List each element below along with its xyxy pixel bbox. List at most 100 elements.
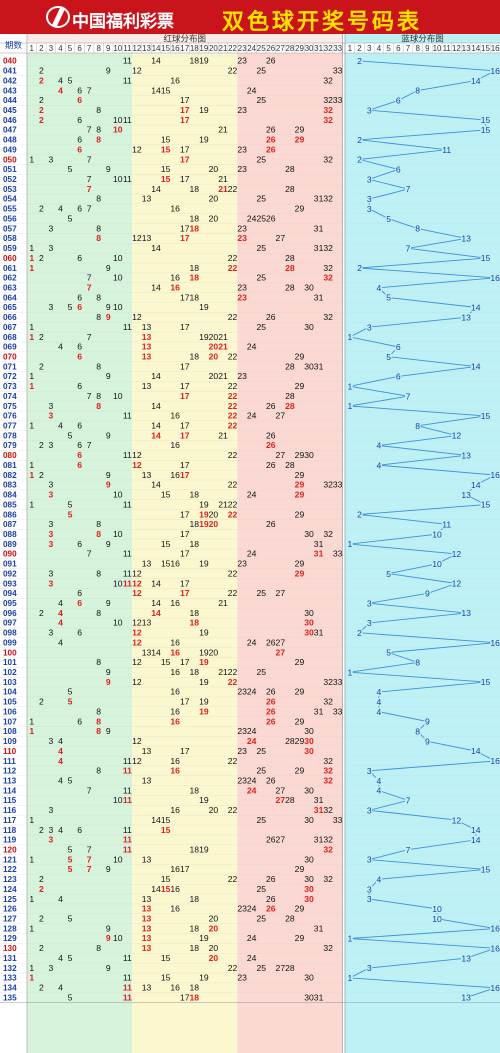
blue-ball-label-bg [375, 283, 382, 292]
header-bar: 中国福利彩票 双色球开奖号码表 [0, 0, 500, 35]
red-ball-number: 9 [106, 430, 111, 440]
red-ball-number: 14 [151, 85, 161, 95]
red-ball-number: 24 [247, 637, 257, 647]
red-ball-number: 12 [132, 756, 142, 766]
red-column-header: 1 [30, 44, 35, 53]
blue-ball-number: 15 [481, 677, 491, 687]
red-ball-number: 18 [190, 56, 200, 66]
red-ball-number: 6 [77, 440, 82, 450]
red-ball-number: 26 [266, 874, 276, 884]
red-ball-number: 10 [113, 174, 123, 184]
red-ball-number: 31 [314, 835, 324, 845]
red-ball-number: 17 [180, 381, 190, 391]
red-ball-number: 7 [87, 785, 92, 795]
red-ball-number: 12 [132, 677, 142, 687]
red-ball-number: 22 [228, 253, 238, 263]
red-ball-number: 13 [142, 618, 152, 628]
blue-ball-number: 5 [386, 293, 391, 303]
red-ball-number: 5 [68, 854, 73, 864]
red-ball-number: 10 [113, 529, 123, 539]
red-ball-number: 2 [39, 75, 44, 85]
red-ball-number: 17 [180, 588, 190, 598]
blue-ball-number: 4 [377, 460, 382, 470]
issue-number: 067 [3, 323, 17, 332]
red-ball-number: 13 [142, 894, 152, 904]
red-ball-number: 18 [190, 894, 200, 904]
red-ball-number: 13 [142, 470, 152, 480]
red-ball-number: 11 [123, 411, 132, 421]
blue-ball-number: 8 [415, 421, 420, 431]
blue-ball-label-bg [346, 332, 353, 342]
red-ball-number: 30 [304, 618, 314, 628]
red-ball-number: 18 [190, 923, 200, 933]
red-ball-number: 4 [58, 775, 63, 785]
red-ball-number: 13 [142, 904, 152, 914]
red-ball-number: 33 [333, 66, 343, 76]
red-ball-number: 31 [314, 923, 324, 933]
red-ball-number: 26 [266, 56, 276, 66]
red-ball-number: 5 [68, 75, 73, 85]
issue-number: 097 [3, 619, 17, 628]
red-ball-number: 29 [295, 450, 305, 460]
blue-ball-label-bg [432, 530, 443, 539]
red-ball-number: 19 [199, 628, 209, 638]
red-ball-number: 8 [96, 657, 101, 667]
red-ball-number: 15 [161, 135, 171, 145]
red-ball-number: 12 [132, 66, 142, 76]
issue-number: 102 [3, 668, 17, 677]
red-ball-number: 26 [266, 213, 276, 223]
red-ball-number: 28 [285, 963, 295, 973]
red-ball-number: 23 [237, 746, 247, 756]
issue-number: 111 [3, 757, 16, 766]
red-ball-number: 31 [314, 223, 324, 233]
red-ball-number: 20 [209, 943, 219, 953]
issue-number: 099 [3, 638, 17, 647]
blue-ball-number: 15 [481, 500, 491, 510]
red-ball-number: 1 [29, 243, 34, 253]
red-ball-number: 11 [123, 499, 132, 509]
red-ball-number: 18 [190, 263, 200, 273]
red-ball-number: 19 [199, 135, 209, 145]
red-ball-number: 29 [295, 657, 305, 667]
red-ball-number: 4 [58, 342, 63, 352]
red-ball-number: 25 [256, 815, 266, 825]
blue-column-header: 1 [348, 44, 353, 53]
red-ball-number: 8 [96, 401, 101, 411]
red-ball-number: 16 [170, 647, 180, 657]
red-ball-number: 31 [314, 539, 324, 549]
blue-ball-number: 3 [367, 322, 372, 332]
blue-ball-number: 4 [377, 874, 382, 884]
red-ball-number: 6 [77, 302, 82, 312]
red-ball-number: 26 [266, 460, 276, 470]
red-ball-number: 22 [228, 450, 238, 460]
red-ball-number: 15 [161, 85, 171, 95]
red-ball-number: 6 [77, 95, 82, 105]
red-ball-number: 15 [161, 657, 171, 667]
red-ball-number: 21 [218, 174, 228, 184]
red-ball-number: 1 [29, 460, 34, 470]
blue-ball-number: 13 [461, 450, 471, 460]
blue-ball-label-bg [451, 431, 462, 440]
red-ball-number: 11 [123, 549, 132, 559]
red-ball-number: 1 [29, 381, 34, 391]
blue-ball-label-bg [432, 559, 443, 568]
issue-number: 125 [3, 895, 17, 904]
red-ball-number: 1 [29, 253, 34, 263]
red-ball-number: 4 [58, 825, 63, 835]
blue-ball-number: 12 [452, 579, 462, 589]
red-ball-number: 31 [314, 628, 324, 638]
red-ball-number: 7 [87, 864, 92, 874]
red-ball-number: 29 [295, 204, 305, 214]
red-ball-number: 19 [199, 647, 209, 657]
red-ball-number: 11 [123, 983, 132, 993]
red-ball-number: 22 [228, 312, 238, 322]
red-ball-number: 18 [190, 519, 200, 529]
red-ball-number: 10 [113, 618, 123, 628]
red-ball-number: 21 [218, 184, 228, 194]
red-ball-number: 31 [314, 292, 324, 302]
blue-ball-label-bg [480, 115, 491, 125]
red-ball-number: 1 [29, 322, 34, 332]
issue-number: 118 [3, 826, 17, 835]
red-ball-number: 3 [49, 835, 54, 845]
red-ball-number: 22 [228, 401, 238, 411]
